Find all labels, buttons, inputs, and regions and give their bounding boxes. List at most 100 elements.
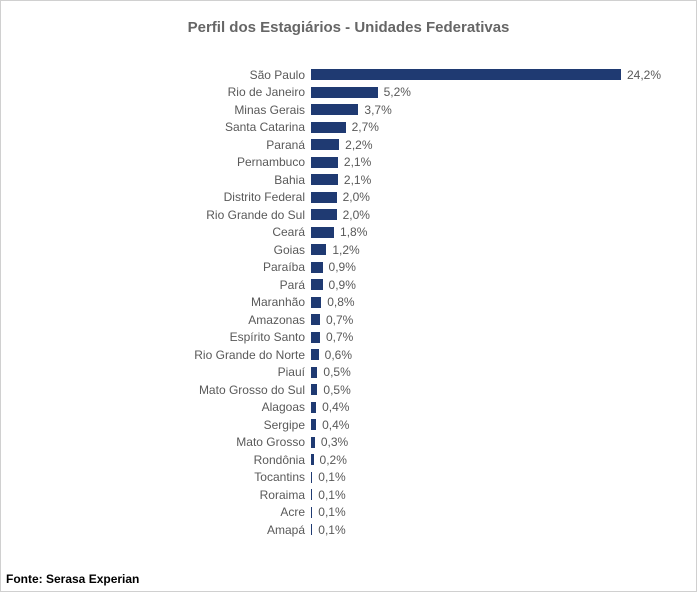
value-label: 1,2% bbox=[332, 243, 359, 257]
bar bbox=[311, 104, 358, 115]
value-label: 0,1% bbox=[318, 523, 345, 537]
bar-row: Ceará1,8% bbox=[21, 224, 676, 242]
bar bbox=[311, 437, 315, 448]
bar-area: 0,7% bbox=[311, 329, 676, 347]
bar-area: 0,1% bbox=[311, 486, 676, 504]
bar-area: 0,3% bbox=[311, 434, 676, 452]
category-label: Paraíba bbox=[21, 260, 311, 274]
category-label: Acre bbox=[21, 505, 311, 519]
category-label: Piauí bbox=[21, 365, 311, 379]
value-label: 0,6% bbox=[325, 348, 352, 362]
chart-body: São Paulo24,2%Rio de Janeiro5,2%Minas Ge… bbox=[21, 66, 676, 539]
value-label: 0,9% bbox=[329, 278, 356, 292]
value-label: 3,7% bbox=[364, 103, 391, 117]
bar bbox=[311, 227, 334, 238]
bar bbox=[311, 69, 621, 80]
category-label: Rio de Janeiro bbox=[21, 85, 311, 99]
value-label: 2,1% bbox=[344, 173, 371, 187]
value-label: 0,1% bbox=[318, 488, 345, 502]
value-label: 2,0% bbox=[343, 208, 370, 222]
value-label: 0,8% bbox=[327, 295, 354, 309]
category-label: Rio Grande do Sul bbox=[21, 208, 311, 222]
value-label: 2,2% bbox=[345, 138, 372, 152]
bar-row: Pernambuco 2,1% bbox=[21, 154, 676, 172]
bar bbox=[311, 349, 319, 360]
bar-row: Mato Grosso do Sul 0,5% bbox=[21, 381, 676, 399]
value-label: 0,1% bbox=[318, 470, 345, 484]
bar bbox=[311, 209, 337, 220]
category-label: Alagoas bbox=[21, 400, 311, 414]
value-label: 0,5% bbox=[323, 365, 350, 379]
bar bbox=[311, 192, 337, 203]
bar-area: 2,2% bbox=[311, 136, 676, 154]
bar-row: Roraima 0,1% bbox=[21, 486, 676, 504]
category-label: Rondônia bbox=[21, 453, 311, 467]
bar-area: 0,4% bbox=[311, 416, 676, 434]
category-label: Sergipe bbox=[21, 418, 311, 432]
bar-row: Rondônia 0,2% bbox=[21, 451, 676, 469]
bar bbox=[311, 367, 317, 378]
bar-row: Mato Grosso0,3% bbox=[21, 434, 676, 452]
bar-area: 0,2% bbox=[311, 451, 676, 469]
category-label: São Paulo bbox=[21, 68, 311, 82]
category-label: Tocantins bbox=[21, 470, 311, 484]
bar-row: Acre 0,1% bbox=[21, 504, 676, 522]
category-label: Pará bbox=[21, 278, 311, 292]
bar bbox=[311, 489, 312, 500]
value-label: 0,2% bbox=[320, 453, 347, 467]
bar bbox=[311, 87, 378, 98]
bar-row: São Paulo 24,2% bbox=[21, 66, 676, 84]
value-label: 24,2% bbox=[627, 68, 661, 82]
bar-area: 0,9% bbox=[311, 276, 676, 294]
bar-row: Bahia 2,1% bbox=[21, 171, 676, 189]
bar bbox=[311, 122, 346, 133]
category-label: Roraima bbox=[21, 488, 311, 502]
category-label: Mato Grosso do Sul bbox=[21, 383, 311, 397]
bar-area: 1,2% bbox=[311, 241, 676, 259]
value-label: 0,1% bbox=[318, 505, 345, 519]
chart-title: Perfil dos Estagiários - Unidades Federa… bbox=[21, 19, 676, 36]
bar-area: 0,1% bbox=[311, 521, 676, 539]
bar-area: 0,7% bbox=[311, 311, 676, 329]
value-label: 0,9% bbox=[329, 260, 356, 274]
category-label: Mato Grosso bbox=[21, 435, 311, 449]
bar-area: 0,5% bbox=[311, 381, 676, 399]
bar bbox=[311, 507, 312, 518]
value-label: 0,7% bbox=[326, 330, 353, 344]
bar-row: Amapá 0,1% bbox=[21, 521, 676, 539]
bar bbox=[311, 472, 312, 483]
bar-row: Pará 0,9% bbox=[21, 276, 676, 294]
bar-row: Espírito Santo0,7% bbox=[21, 329, 676, 347]
bar-row: Minas Gerais3,7% bbox=[21, 101, 676, 119]
bar-area: 2,1% bbox=[311, 154, 676, 172]
bar-row: Sergipe 0,4% bbox=[21, 416, 676, 434]
source-label: Fonte: Serasa Experian bbox=[6, 572, 139, 586]
bar bbox=[311, 314, 320, 325]
bar-row: Maranhão 0,8% bbox=[21, 294, 676, 312]
bar-row: Paraná2,2% bbox=[21, 136, 676, 154]
bar-row: Rio Grande do Sul 2,0% bbox=[21, 206, 676, 224]
value-label: 0,7% bbox=[326, 313, 353, 327]
category-label: Bahia bbox=[21, 173, 311, 187]
bar-row: Alagoas0,4% bbox=[21, 399, 676, 417]
bar bbox=[311, 419, 316, 430]
value-label: 2,1% bbox=[344, 155, 371, 169]
bar bbox=[311, 244, 326, 255]
category-label: Goias bbox=[21, 243, 311, 257]
bar bbox=[311, 174, 338, 185]
category-label: Pernambuco bbox=[21, 155, 311, 169]
bar-area: 1,8% bbox=[311, 224, 676, 242]
category-label: Santa Catarina bbox=[21, 120, 311, 134]
bar-area: 0,5% bbox=[311, 364, 676, 382]
category-label: Rio Grande do Norte bbox=[21, 348, 311, 362]
bar bbox=[311, 297, 321, 308]
value-label: 0,5% bbox=[323, 383, 350, 397]
category-label: Amapá bbox=[21, 523, 311, 537]
value-label: 0,4% bbox=[322, 418, 349, 432]
bar-area: 0,6% bbox=[311, 346, 676, 364]
bar-row: Rio Grande do Norte 0,6% bbox=[21, 346, 676, 364]
category-label: Maranhão bbox=[21, 295, 311, 309]
bar-area: 24,2% bbox=[311, 66, 676, 84]
category-label: Ceará bbox=[21, 225, 311, 239]
bar bbox=[311, 139, 339, 150]
